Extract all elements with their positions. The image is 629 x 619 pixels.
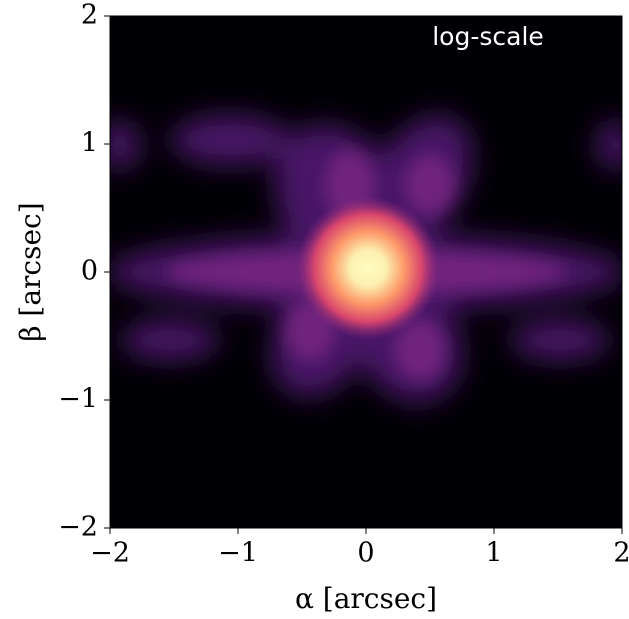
x-tick-label: 2 [613, 538, 629, 569]
y-tick-label: −1 [58, 384, 98, 415]
x-tick-label: −1 [218, 538, 258, 569]
y-axis-label: β [arcsec] [14, 202, 47, 341]
x-tick-label: 1 [485, 538, 502, 569]
y-tick-label: 1 [81, 128, 98, 159]
x-tick-label: −2 [90, 538, 130, 569]
y-tick-label: 2 [81, 0, 98, 31]
x-tick-label: 0 [357, 538, 374, 569]
image [110, 16, 622, 528]
y-tick-label: 0 [81, 256, 98, 287]
annotation: log-scale [432, 22, 544, 51]
y-tick-label: −2 [58, 512, 98, 543]
x-axis-label: α [arcsec] [295, 582, 437, 615]
